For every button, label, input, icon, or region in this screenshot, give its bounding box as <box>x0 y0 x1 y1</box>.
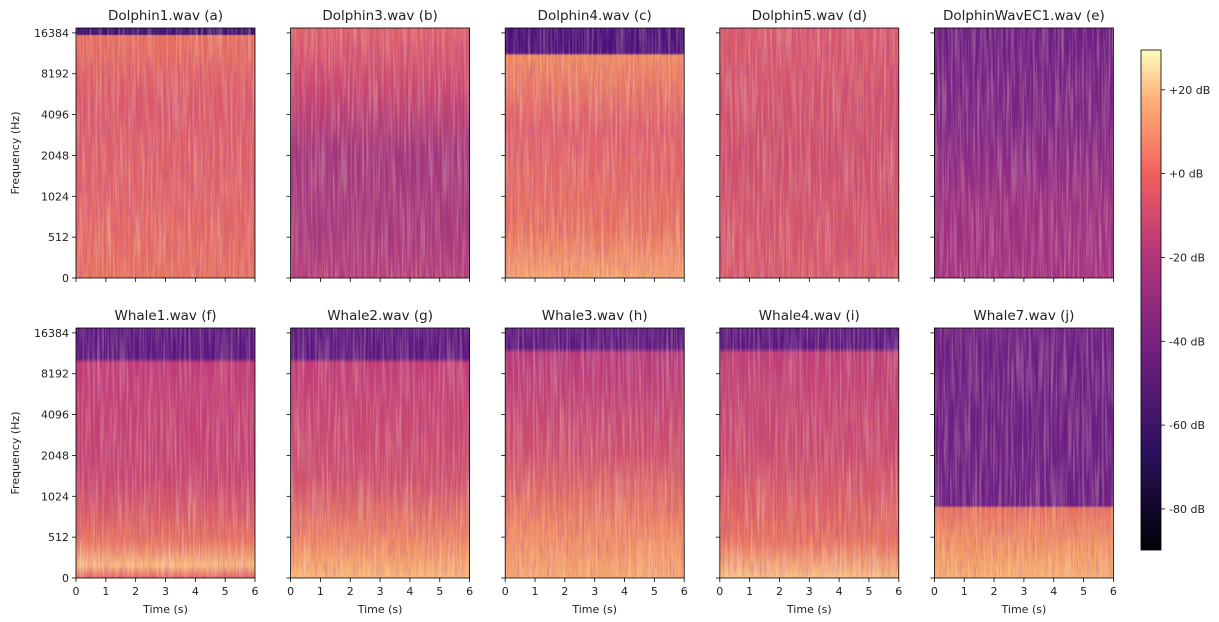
y-tick-label: 16384 <box>34 27 69 40</box>
x-tick-label: 0 <box>73 585 80 598</box>
x-tick-label: 1 <box>746 585 753 598</box>
panel-title: Dolphin1.wav (a) <box>108 8 223 24</box>
x-tick-label: 0 <box>287 585 294 598</box>
x-axis-label: Time (s) <box>357 603 403 616</box>
x-tick-label: 6 <box>252 585 259 598</box>
x-tick-label: 5 <box>865 585 872 598</box>
x-tick-label: 1 <box>532 585 539 598</box>
x-tick-label: 0 <box>716 585 723 598</box>
x-tick-label: 6 <box>466 585 473 598</box>
x-tick-label: 1 <box>317 585 324 598</box>
x-tick-label: 2 <box>991 585 998 598</box>
x-tick-label: 0 <box>931 585 938 598</box>
x-tick-label: 4 <box>406 585 413 598</box>
spectrogram-texture <box>290 328 470 578</box>
panel-title: Dolphin3.wav (b) <box>322 8 437 24</box>
y-tick-label: 512 <box>48 231 69 244</box>
x-tick-label: 4 <box>621 585 628 598</box>
spectrogram-texture <box>76 28 255 278</box>
colorbar-tick-label: -40 dB <box>1169 335 1205 348</box>
panel-title: Dolphin5.wav (d) <box>752 8 867 24</box>
x-tick-label: 3 <box>1020 585 1027 598</box>
spectrogram-texture <box>719 28 899 278</box>
x-tick-label: 5 <box>222 585 229 598</box>
y-tick-label: 16384 <box>34 327 69 340</box>
colorbar-tick-label: -80 dB <box>1169 503 1205 516</box>
colorbar-tick-label: -20 dB <box>1169 251 1205 264</box>
y-tick-label: 8192 <box>41 368 69 381</box>
x-tick-label: 3 <box>162 585 169 598</box>
y-tick-label: 1024 <box>41 490 69 503</box>
y-tick-label: 1024 <box>41 190 69 203</box>
x-tick-label: 3 <box>377 585 384 598</box>
x-tick-label: 2 <box>776 585 783 598</box>
spectrogram-texture <box>934 328 1114 578</box>
y-axis-label: Frequency (Hz) <box>9 412 22 495</box>
x-tick-label: 2 <box>132 585 139 598</box>
y-tick-label: 0 <box>62 572 69 585</box>
x-axis-label: Time (s) <box>142 603 188 616</box>
x-tick-label: 5 <box>651 585 658 598</box>
x-tick-label: 1 <box>961 585 968 598</box>
spectrogram-texture <box>505 28 685 278</box>
x-axis-label: Time (s) <box>571 603 617 616</box>
panel-title: DolphinWavEC1.wav (e) <box>943 8 1105 24</box>
colorbar-tick-label: +20 dB <box>1169 84 1210 97</box>
y-tick-label: 0 <box>62 272 69 285</box>
x-tick-label: 3 <box>806 585 813 598</box>
x-axis-label: Time (s) <box>786 603 832 616</box>
panel-title: Dolphin4.wav (c) <box>538 8 652 24</box>
spectrogram-texture <box>290 28 470 278</box>
spectrogram-texture <box>76 328 255 578</box>
x-tick-label: 0 <box>502 585 509 598</box>
x-tick-label: 6 <box>681 585 688 598</box>
panel-title: Whale2.wav (g) <box>327 308 433 324</box>
y-tick-label: 2048 <box>41 149 69 162</box>
x-tick-label: 2 <box>347 585 354 598</box>
spectrogram-texture <box>934 28 1114 278</box>
y-axis-label: Frequency (Hz) <box>9 112 22 195</box>
panel-title: Whale4.wav (i) <box>759 308 860 324</box>
x-tick-label: 4 <box>836 585 843 598</box>
spectrogram-texture <box>505 328 685 578</box>
x-tick-label: 6 <box>1110 585 1117 598</box>
x-tick-label: 6 <box>895 585 902 598</box>
colorbar-tick-label: -60 dB <box>1169 419 1205 432</box>
colorbar <box>1140 49 1162 551</box>
x-tick-label: 3 <box>591 585 598 598</box>
x-tick-label: 2 <box>561 585 568 598</box>
y-tick-label: 8192 <box>41 68 69 81</box>
x-tick-label: 4 <box>1050 585 1057 598</box>
y-tick-label: 2048 <box>41 449 69 462</box>
y-tick-label: 4096 <box>41 109 69 122</box>
panel-title: Whale1.wav (f) <box>115 308 217 324</box>
panel-title: Whale3.wav (h) <box>542 308 648 324</box>
x-axis-label: Time (s) <box>1001 603 1047 616</box>
x-tick-label: 1 <box>102 585 109 598</box>
x-tick-label: 5 <box>1080 585 1087 598</box>
y-tick-label: 4096 <box>41 409 69 422</box>
y-tick-label: 512 <box>48 531 69 544</box>
x-tick-label: 4 <box>192 585 199 598</box>
spectrogram-texture <box>719 328 899 578</box>
colorbar-tick-label: +0 dB <box>1169 168 1203 181</box>
panel-title: Whale7.wav (j) <box>973 308 1074 324</box>
x-tick-label: 5 <box>436 585 443 598</box>
